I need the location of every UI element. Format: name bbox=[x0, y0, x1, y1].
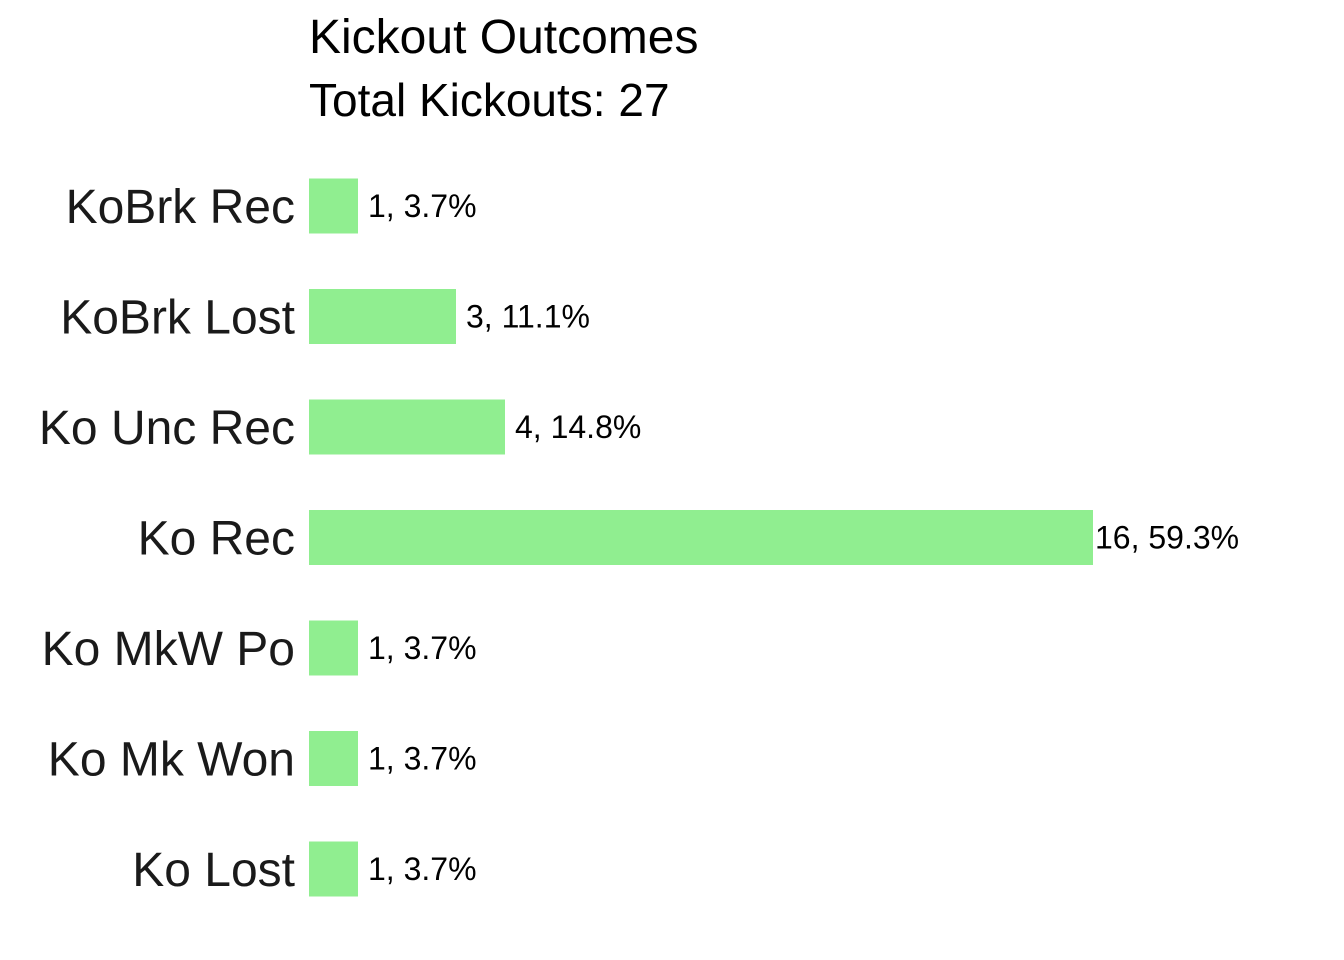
data-label-1: 3, 11.1% bbox=[466, 299, 590, 335]
bar-2 bbox=[309, 399, 505, 455]
category-label-4: Ko MkW Po bbox=[42, 623, 295, 676]
category-label-5: Ko Mk Won bbox=[48, 734, 295, 787]
category-label-1: KoBrk Lost bbox=[60, 292, 295, 345]
bar-5 bbox=[309, 731, 358, 786]
category-labels: KoBrk Rec KoBrk Lost Ko Unc Rec Ko Rec Ko Mk… bbox=[39, 181, 295, 897]
bar-3 bbox=[309, 510, 1093, 565]
chart-title: Kickout Outcomes bbox=[309, 11, 698, 64]
category-label-3: Ko Rec bbox=[138, 513, 295, 566]
data-label-2: 4, 14.8% bbox=[515, 409, 641, 445]
data-labels: 1, 3.7% 3, 11.1% 4, 14.8% 16, 59.3% 1, 3.7% 1… bbox=[368, 188, 1239, 887]
bar-0 bbox=[309, 178, 358, 234]
data-label-5: 1, 3.7% bbox=[368, 741, 477, 777]
bar-6 bbox=[309, 841, 358, 897]
data-label-4: 1, 3.7% bbox=[368, 630, 477, 666]
bar-1 bbox=[309, 289, 456, 344]
category-label-2: Ko Unc Rec bbox=[39, 402, 295, 455]
chart-subtitle: Total Kickouts: 27 bbox=[309, 74, 670, 126]
category-label-0: KoBrk Rec bbox=[66, 181, 295, 234]
data-label-0: 1, 3.7% bbox=[368, 188, 477, 224]
data-label-6: 1, 3.7% bbox=[368, 851, 477, 887]
bars-layer bbox=[309, 178, 1093, 897]
category-label-6: Ko Lost bbox=[132, 844, 295, 897]
data-label-3: 16, 59.3% bbox=[1095, 520, 1239, 556]
bar-4 bbox=[309, 620, 358, 676]
